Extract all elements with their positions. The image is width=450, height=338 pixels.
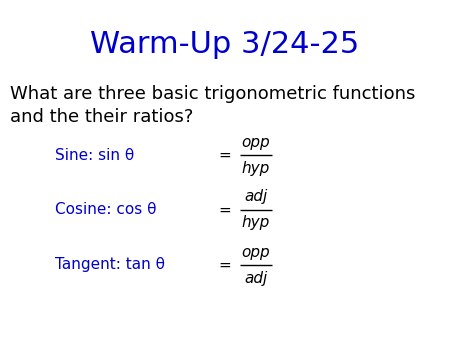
Text: What are three basic trigonometric functions: What are three basic trigonometric funct… [10,85,415,103]
Text: opp: opp [242,244,270,260]
Text: =: = [218,202,231,217]
Text: Warm-Up 3/24-25: Warm-Up 3/24-25 [90,30,360,59]
Text: =: = [218,147,231,163]
Text: opp: opp [242,135,270,149]
Text: hyp: hyp [242,161,270,175]
Text: Cosine: cos θ: Cosine: cos θ [55,202,157,217]
Text: Sine: sin θ: Sine: sin θ [55,147,134,163]
Text: hyp: hyp [242,216,270,231]
Text: adj: adj [244,270,268,286]
Text: and the their ratios?: and the their ratios? [10,108,194,126]
Text: adj: adj [244,190,268,204]
Text: =: = [218,258,231,272]
Text: Tangent: tan θ: Tangent: tan θ [55,258,165,272]
